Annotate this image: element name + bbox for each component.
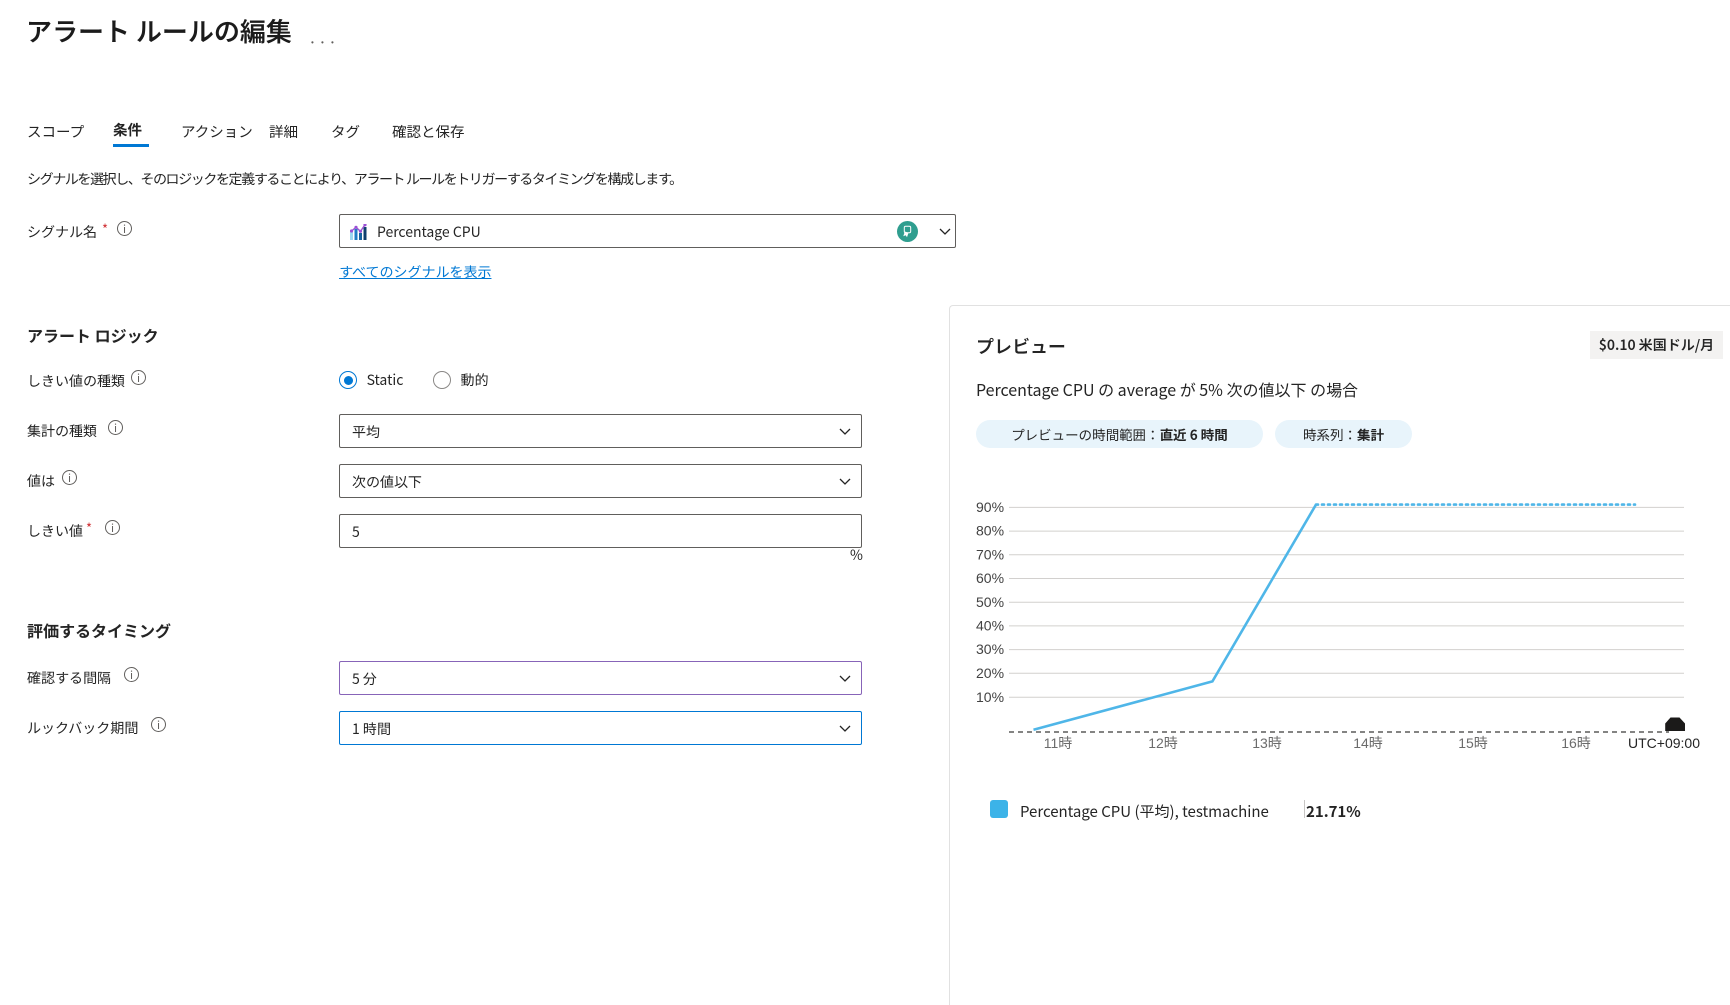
- svg-text:UTC+09:00: UTC+09:00: [1628, 735, 1700, 751]
- svg-text:60%: 60%: [976, 570, 1004, 586]
- svg-text:70%: 70%: [976, 546, 1004, 562]
- svg-text:90%: 90%: [976, 499, 1004, 515]
- svg-text:80%: 80%: [976, 523, 1004, 539]
- svg-text:30%: 30%: [976, 641, 1004, 657]
- svg-text:12時: 12時: [1148, 735, 1178, 751]
- svg-text:14時: 14時: [1353, 735, 1383, 751]
- svg-text:40%: 40%: [976, 618, 1004, 634]
- svg-text:11時: 11時: [1044, 735, 1073, 751]
- svg-text:16時: 16時: [1561, 735, 1591, 751]
- svg-text:13時: 13時: [1252, 735, 1282, 751]
- svg-text:50%: 50%: [976, 594, 1004, 610]
- svg-text:15時: 15時: [1458, 735, 1488, 751]
- svg-text:10%: 10%: [976, 689, 1004, 705]
- svg-text:20%: 20%: [976, 665, 1004, 681]
